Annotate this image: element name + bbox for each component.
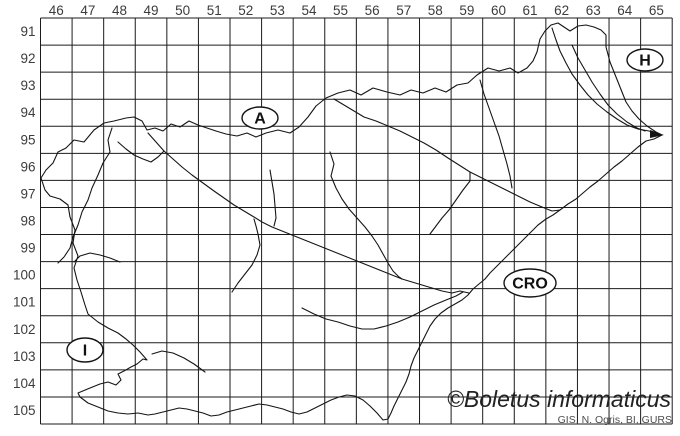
slovenia-border: [40, 22, 663, 421]
country-label-hungary: H: [626, 48, 664, 72]
column-label: 57: [396, 3, 411, 18]
river-soca: [57, 127, 113, 264]
column-label: 62: [554, 3, 569, 18]
row-label: 96: [20, 159, 35, 174]
river-drava: [333, 98, 561, 212]
column-label: 59: [459, 3, 474, 18]
column-label: 63: [586, 3, 601, 18]
river-savinja: [329, 151, 403, 280]
river-vipava: [73, 252, 121, 263]
country-label-ellipse: [66, 337, 104, 363]
row-label: 103: [13, 349, 36, 364]
river-pesnica: [479, 79, 513, 189]
column-label: 54: [301, 3, 317, 18]
row-label: 105: [13, 403, 36, 418]
mtb-grid: [40, 17, 673, 425]
country-label-austria: A: [241, 106, 279, 130]
column-label: 50: [175, 3, 190, 18]
river-ljubljanica: [231, 218, 261, 293]
country-labels: A H CRO I: [66, 48, 664, 363]
river-ledava: [571, 44, 646, 132]
column-label: 58: [428, 3, 443, 18]
column-label: 61: [523, 3, 538, 18]
row-label: 102: [13, 322, 36, 337]
column-label: 60: [491, 3, 506, 18]
column-label: 49: [144, 3, 159, 18]
row-label: 99: [20, 241, 35, 256]
row-label: 94: [20, 105, 36, 120]
row-label: 100: [13, 268, 36, 283]
column-label: 46: [49, 3, 64, 18]
column-label: 65: [649, 3, 664, 18]
row-label: 97: [20, 186, 35, 201]
row-label: 101: [13, 295, 36, 310]
column-label: 51: [207, 3, 222, 18]
river-sava-bohinjka: [117, 141, 165, 163]
credits-text: GIS, N. Ogris, BI, GURS: [558, 414, 672, 426]
river-dravinja: [429, 171, 471, 235]
row-label: 104: [13, 376, 36, 391]
column-label: 64: [617, 3, 633, 18]
row-label: 95: [20, 132, 35, 147]
country-label-text: I: [83, 343, 87, 360]
river-reka: [151, 350, 206, 373]
country-label-italy: I: [66, 337, 104, 363]
river-mura: [551, 27, 659, 135]
row-label: 92: [20, 51, 35, 66]
column-label: 56: [365, 3, 380, 18]
column-label: 52: [238, 3, 253, 18]
country-label-text: CRO: [512, 276, 548, 293]
grid-tick-labels: 46 47 48 49 50 51 52 53 54 55 56 57 58 59 60 61 62 63 64 65…: [13, 3, 664, 418]
column-label: 55: [333, 3, 348, 18]
row-label: 98: [20, 214, 35, 229]
country-label-ellipse: [241, 106, 279, 130]
country-label-ellipse: [503, 268, 557, 298]
watermark-text: ©Boletus informaticus: [447, 386, 672, 412]
column-label: 48: [112, 3, 127, 18]
row-label: 93: [20, 78, 35, 93]
country-label-ellipse: [626, 48, 664, 72]
country-label-text: A: [254, 111, 266, 128]
column-label: 53: [270, 3, 285, 18]
country-label-croatia: CRO: [503, 268, 557, 298]
column-label: 47: [80, 3, 95, 18]
river-sava: [147, 132, 470, 294]
river-kamniska-bistrica: [269, 169, 277, 227]
country-label-text: H: [639, 53, 651, 70]
river-krka: [301, 291, 464, 330]
east-tip-arrow-icon: [650, 130, 664, 138]
row-label: 91: [20, 24, 35, 39]
map-artwork: [40, 22, 664, 421]
